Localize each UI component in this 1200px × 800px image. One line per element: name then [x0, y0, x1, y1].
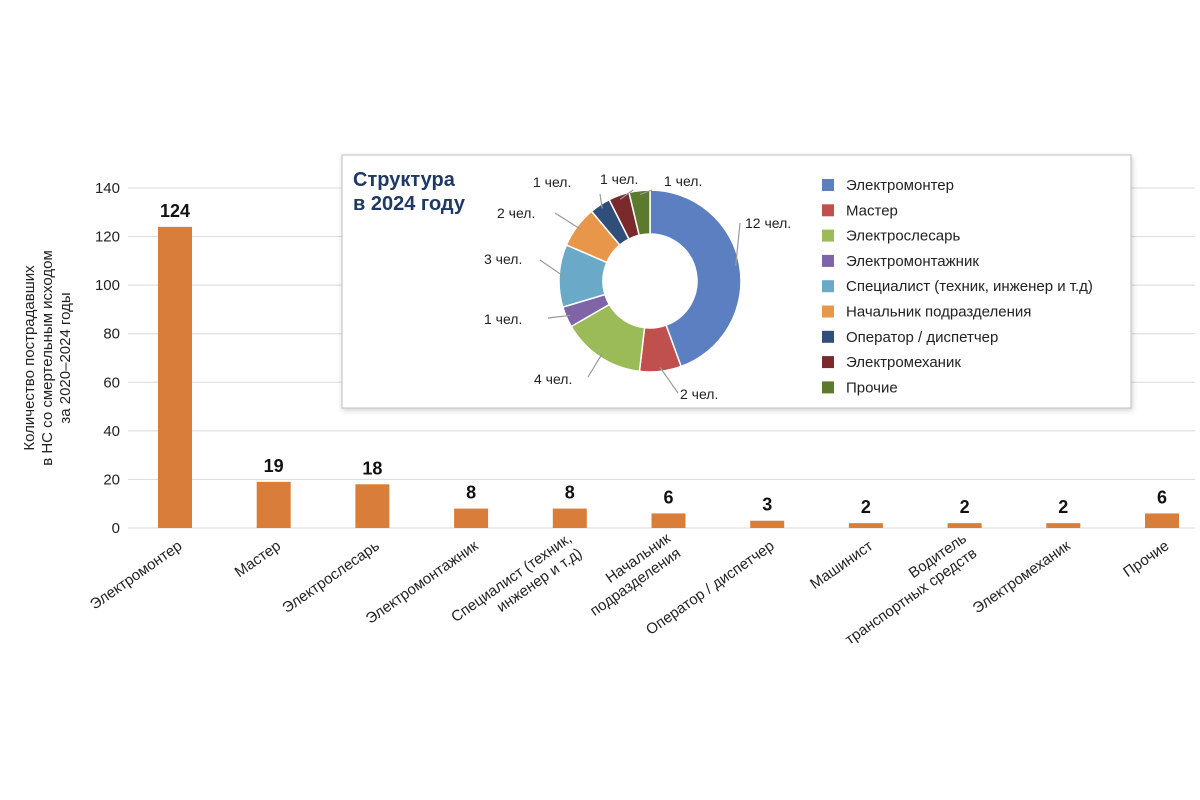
legend-swatch [822, 179, 834, 191]
slice-leader [547, 314, 571, 319]
slice-leader [587, 353, 603, 378]
y-axis-label-group: Количество пострадавшихв НС со смертельн… [21, 250, 74, 466]
bar [454, 508, 489, 528]
legend-swatch [822, 381, 834, 394]
slice-label: 1 чел. [484, 311, 522, 327]
legend-label: Электромонтажник [846, 253, 979, 270]
slice-label: 12 чел. [745, 215, 791, 231]
category-label: Мастер [232, 537, 284, 581]
slice-leader [539, 259, 564, 277]
donut-slices [558, 189, 742, 373]
legend-label: Специалист (техник, инженер и т.д) [846, 278, 1093, 295]
y-tick-label: 0 [112, 520, 120, 537]
bar-value-label: 18 [362, 458, 382, 478]
bar-value-label: 8 [466, 483, 476, 503]
legend-swatch [822, 356, 834, 369]
inset-title: Структура в 2024 году [353, 169, 466, 215]
y-axis-label: Количество пострадавшихв НС со смертельн… [21, 250, 74, 466]
donut-slice [628, 189, 651, 237]
slice-label: 3 чел. [484, 251, 522, 267]
bar [355, 484, 390, 528]
legend-label: Электромеханик [846, 354, 961, 371]
slice-label: 1 чел. [600, 171, 638, 187]
category-label-group: Машинист [807, 537, 876, 593]
category-label: Прочие [1120, 537, 1172, 581]
bar [947, 523, 982, 528]
bar [1145, 513, 1179, 528]
legend-swatch [822, 280, 834, 293]
bar-value-labels: 124 19 18 8 8 6 3 2 2 2 6 [160, 201, 1167, 517]
legend-swatch [822, 229, 834, 242]
legend-label: Электромонтер [846, 177, 954, 194]
legend: Электромонтер Мастер Электрослесарь Электро… [822, 177, 1093, 396]
inset-panel: Структура в 2024 году 12 чел. 2 чел. 4 чел.… [341, 154, 1132, 409]
category-label-group: Прочие [1120, 537, 1172, 581]
slice-labels: 12 чел. 2 чел. 4 чел. 1 чел. 3 чел. 2 чел. 1 ч… [484, 171, 791, 402]
category-label-group: Электромонтер [87, 537, 185, 613]
bar [552, 508, 587, 528]
bar-series [158, 226, 1179, 528]
bar-value-label: 19 [264, 456, 284, 476]
legend-swatch [822, 204, 834, 217]
inset-title-text: Структура в 2024 году [353, 169, 466, 215]
slice-leader [554, 212, 581, 230]
category-label: Электромеханик [970, 537, 1074, 617]
bar [848, 523, 883, 528]
category-label: Машинист [807, 537, 876, 593]
legend-swatch [822, 254, 834, 267]
y-tick-label: 20 [103, 471, 120, 488]
bar-value-label: 3 [762, 495, 772, 515]
y-axis-ticks: 0 20 40 60 80 100 120 140 [95, 180, 120, 537]
bar-value-label: 8 [565, 483, 575, 503]
legend-label: Прочие [846, 379, 898, 396]
slice-label: 4 чел. [534, 371, 572, 387]
slice-leader [619, 189, 634, 200]
bar [750, 520, 785, 528]
category-label: Электромонтер [87, 537, 185, 613]
y-tick-label: 120 [95, 229, 120, 246]
slice-label: 1 чел. [533, 174, 571, 190]
bar-value-label: 2 [1058, 497, 1068, 517]
legend-label: Оператор / диспетчер [846, 329, 998, 346]
category-label-group: Мастер [232, 537, 284, 581]
legend-swatch [822, 305, 834, 318]
slice-leaders [539, 189, 741, 394]
slice-leader [735, 222, 741, 266]
y-tick-label: 60 [103, 374, 120, 391]
category-label: Электрослесарь [279, 537, 382, 617]
bar-value-label: 6 [663, 487, 673, 507]
legend-label: Электрослесарь [846, 228, 960, 245]
bar [158, 226, 192, 528]
slice-label: 2 чел. [680, 386, 718, 402]
category-label-group: Электромеханик [970, 537, 1074, 617]
legend-swatch [822, 330, 834, 343]
legend-label: Начальник подразделения [846, 304, 1031, 321]
bar [651, 513, 686, 528]
bar-value-label: 124 [160, 201, 190, 221]
slice-label: 2 чел. [497, 205, 535, 221]
category-label-group: Электрослесарь [279, 537, 382, 617]
y-tick-label: 140 [95, 180, 120, 197]
slice-leader [599, 193, 603, 209]
slice-label: 1 чел. [664, 173, 702, 189]
bar-value-label: 2 [960, 497, 970, 517]
bar [256, 481, 291, 528]
y-tick-label: 100 [95, 277, 120, 294]
y-axis-title: Количество пострадавшихв НС со смертельн… [21, 250, 74, 466]
slice-leader [639, 189, 653, 196]
bar-value-label: 2 [861, 497, 871, 517]
legend-label: Мастер [846, 202, 898, 219]
y-tick-label: 40 [103, 423, 120, 440]
y-tick-label: 80 [103, 326, 120, 343]
bar-value-label: 6 [1157, 487, 1167, 507]
slice-leader [659, 367, 679, 394]
donut-slice [649, 189, 742, 368]
bar [1046, 523, 1081, 528]
